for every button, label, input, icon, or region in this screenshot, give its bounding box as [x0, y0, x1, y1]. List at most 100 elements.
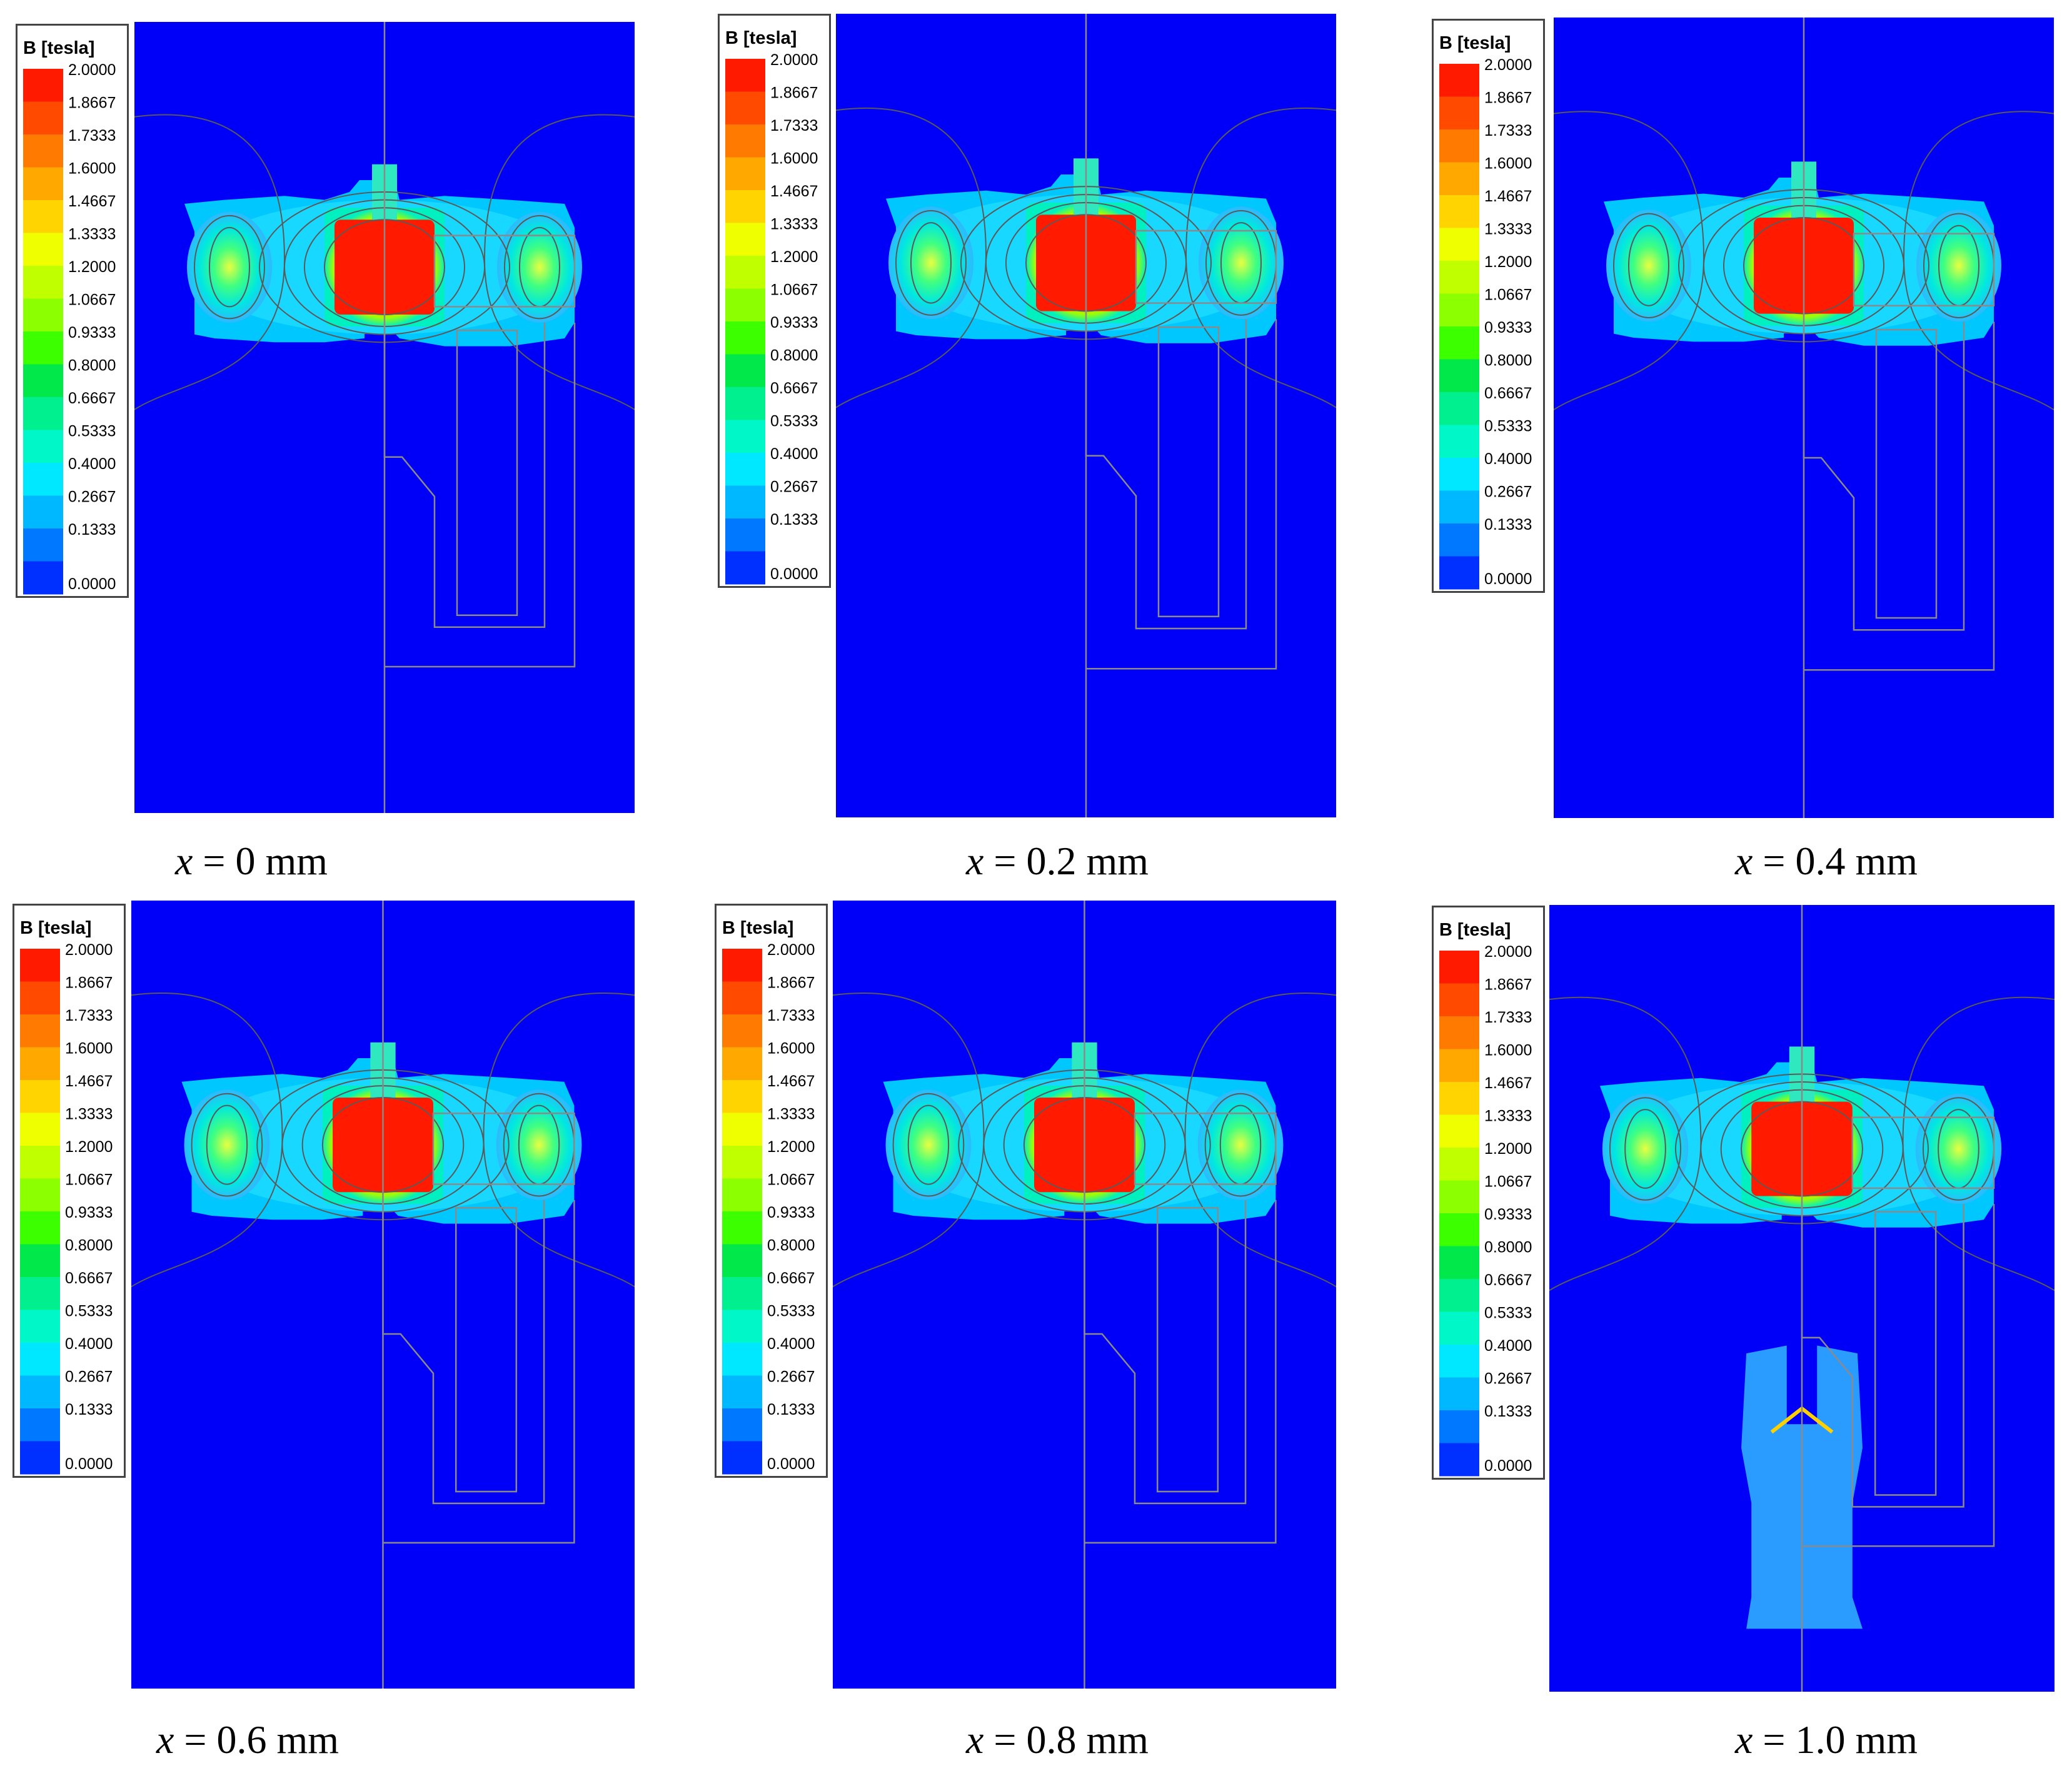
legend-swatch	[1439, 490, 1479, 524]
legend-tick-label: 1.7333	[1484, 1009, 1532, 1026]
legend-tick-label: 1.8667	[767, 974, 815, 992]
legend-swatch	[1439, 556, 1479, 590]
side-flux-region	[187, 211, 272, 323]
legend-tick-label: 0.0000	[767, 1455, 815, 1473]
panel-5-legend: B [tesla] 2.0000 1.8667 1.7333 1.6000 1.4667 1…	[715, 904, 828, 1478]
caption-variable: x	[175, 839, 193, 883]
legend-swatch	[1439, 1148, 1479, 1181]
panel-4-field-plot	[131, 901, 635, 1689]
legend-tick-label: 1.7333	[767, 1007, 815, 1024]
legend-swatch	[23, 561, 63, 595]
legend-tick-label: 1.4667	[1484, 1074, 1532, 1092]
legend-tick-label: 1.8667	[770, 84, 818, 102]
legend-tick-label: 0.6667	[770, 380, 818, 397]
legend-swatch	[23, 200, 63, 233]
legend-tick-label: 0.5333	[1484, 1305, 1532, 1322]
legend-tick-label: 1.7333	[65, 1007, 113, 1024]
caption-value: = 0.2 mm	[983, 839, 1149, 883]
panel-5-field-plot	[833, 901, 1336, 1689]
caption-value: = 0.4 mm	[1753, 839, 1918, 883]
legend-swatch	[725, 59, 765, 92]
panel-1-legend: B [tesla] 2.0000 1.8667 1.7333 1.6000 1.4667 1…	[16, 24, 129, 598]
legend-swatch	[1439, 1279, 1479, 1312]
legend-swatch	[1439, 1049, 1479, 1083]
legend-title: B [tesla]	[722, 918, 793, 938]
legend-swatch	[20, 1277, 60, 1310]
caption-variable: x	[1735, 839, 1753, 883]
legend-tick-label: 0.1333	[767, 1401, 815, 1418]
panel-3-caption: x = 0.4 mm	[1735, 838, 1918, 884]
side-flux-region	[1915, 1093, 2002, 1205]
legend-tick-label: 1.3333	[1484, 221, 1532, 238]
legend-swatch	[23, 134, 63, 168]
legend-swatch	[1439, 951, 1479, 984]
legend-tick-label: 1.7333	[770, 117, 818, 134]
caption-variable: x	[1735, 1717, 1753, 1762]
legend-tick-label: 0.2667	[770, 478, 818, 496]
legend-swatch	[20, 1211, 60, 1245]
legend-tick-label: 0.9333	[1484, 1206, 1532, 1223]
legend-tick-label: 0.8000	[65, 1237, 113, 1255]
legend-swatch	[725, 518, 765, 552]
legend-tick-label: 0.5333	[68, 423, 116, 440]
legend-tick-label: 1.6000	[767, 1040, 815, 1058]
legend-swatch	[23, 364, 63, 398]
legend-swatch	[722, 1244, 762, 1278]
legend-tick-label: 0.4000	[770, 445, 818, 463]
panel-1-caption: x = 0 mm	[175, 838, 328, 884]
legend-tick-label: 1.6000	[68, 160, 116, 178]
legend-swatch	[20, 1014, 60, 1048]
legend-swatch	[1439, 1213, 1479, 1246]
legend-tick-label: 2.0000	[1484, 943, 1532, 961]
legend-tick-label: 2.0000	[1484, 56, 1532, 74]
legend-swatch	[725, 124, 765, 158]
legend-tick-label: 0.9333	[770, 314, 818, 331]
legend-tick-label: 1.7333	[68, 127, 116, 144]
legend-tick-label: 0.0000	[68, 575, 116, 593]
legend-tick-label: 0.9333	[68, 324, 116, 341]
caption-value: = 0.6 mm	[174, 1717, 339, 1762]
legend-swatch	[1439, 1410, 1479, 1443]
legend-swatch	[722, 1080, 762, 1113]
legend-swatch	[23, 69, 63, 102]
legend-tick-label: 0.2667	[68, 488, 116, 506]
legend-swatch	[1439, 392, 1479, 425]
legend-tick-label: 1.4667	[65, 1073, 113, 1090]
legend-swatch	[20, 949, 60, 982]
legend-tick-label: 0.0000	[65, 1455, 113, 1473]
legend-swatch	[1439, 129, 1479, 163]
geometry-outline	[1801, 905, 1995, 1692]
legend-tick-label: 0.1333	[65, 1401, 113, 1418]
legend-swatch	[1439, 983, 1479, 1017]
legend-swatch	[1439, 96, 1479, 130]
legend-swatch	[20, 1080, 60, 1113]
legend-tick-label: 0.1333	[68, 521, 116, 538]
legend-swatch	[722, 1441, 762, 1475]
legend-tick-label: 0.5333	[1484, 418, 1532, 435]
legend-tick-label: 1.7333	[1484, 122, 1532, 139]
legend-tick-label: 1.2000	[68, 258, 116, 276]
side-flux-region	[1199, 206, 1284, 320]
geometry-outline	[383, 22, 576, 813]
legend-tick-label: 0.2667	[767, 1368, 815, 1386]
legend-swatch	[23, 101, 63, 135]
side-flux-region	[1606, 210, 1691, 322]
legend-swatch	[725, 420, 765, 453]
legend-title: B [tesla]	[23, 38, 94, 58]
legend-swatch	[23, 298, 63, 332]
legend-tick-label: 0.6667	[65, 1270, 113, 1287]
legend-tick-label: 1.3333	[65, 1106, 113, 1123]
side-flux-region	[885, 1089, 972, 1200]
panel-2-caption: x = 0.2 mm	[966, 838, 1149, 884]
legend-swatch	[1439, 64, 1479, 97]
side-flux-region	[888, 206, 973, 320]
legend-swatch	[1439, 326, 1479, 360]
legend-title: B [tesla]	[1439, 33, 1511, 53]
legend-swatch	[1439, 1082, 1479, 1115]
legend-swatch	[20, 1047, 60, 1081]
legend-tick-label: 1.0667	[770, 281, 818, 299]
geometry-outline	[1803, 18, 1995, 818]
legend-swatch	[725, 288, 765, 322]
legend-swatch	[725, 354, 765, 388]
